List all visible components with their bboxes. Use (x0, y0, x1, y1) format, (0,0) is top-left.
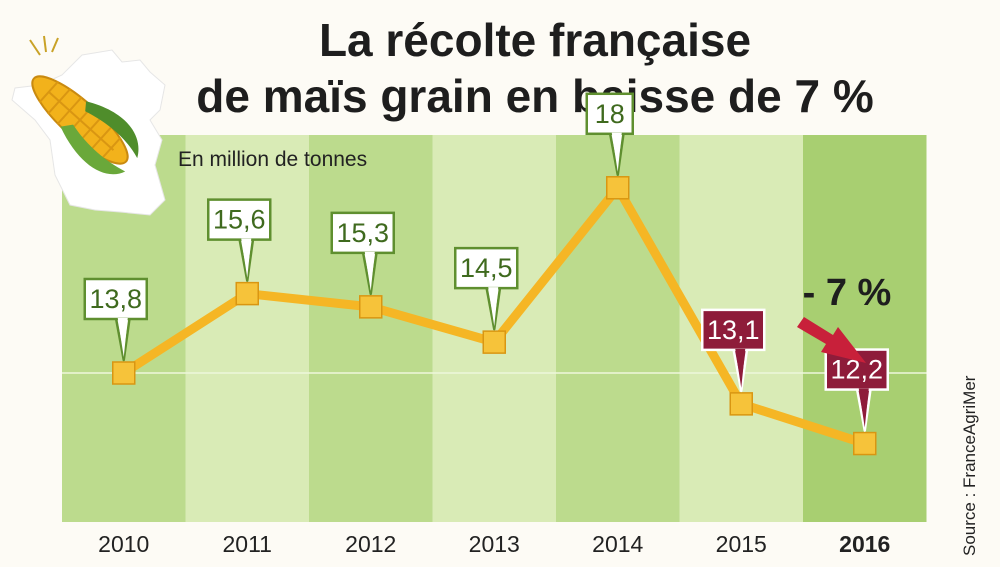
data-label: 12,2 (824, 348, 889, 432)
data-labels: 13,8 15,6 15,3 14,5 18 13,1 12,2 (83, 92, 889, 432)
x-tick-label: 2012 (345, 531, 396, 557)
x-tick-label: 2015 (716, 531, 767, 557)
data-markers (112, 176, 877, 456)
data-label: 13,8 (83, 277, 148, 362)
data-point (235, 281, 259, 306)
title-line-2: de maïs grain en baisse de 7 % (196, 70, 874, 122)
data-point (482, 330, 506, 354)
data-point (112, 361, 136, 385)
data-point (729, 392, 753, 416)
data-point (606, 176, 630, 200)
data-label-text: 13,8 (89, 284, 142, 314)
data-label: 13,1 (701, 308, 766, 393)
data-point (359, 295, 383, 319)
source-label: Source : FranceAgriMer (960, 375, 979, 556)
down-arrow-icon (797, 317, 866, 363)
change-annotation: - 7 % (803, 272, 892, 314)
chart-title: La récolte française de maïs grain en ba… (196, 14, 874, 122)
background-band (185, 135, 309, 522)
data-point (853, 431, 877, 456)
data-label: 15,6 (207, 198, 272, 282)
x-tick-label: 2014 (592, 531, 643, 557)
data-label-text: 13,1 (707, 315, 760, 345)
data-label: 18 (585, 92, 634, 177)
x-tick-label: 2010 (98, 531, 149, 557)
x-tick-label: 2013 (469, 531, 520, 557)
x-tick-label: 2016 (839, 531, 890, 557)
x-tick-label: 2011 (223, 531, 272, 557)
data-label-text: 15,6 (213, 205, 266, 235)
data-label-text: 14,5 (460, 253, 513, 283)
x-axis-tick-labels: 2010 2011 2012 2013 2014 2015 2016 (98, 531, 890, 557)
data-label: 14,5 (454, 246, 519, 331)
data-label-text: 15,3 (336, 218, 389, 248)
background-band (309, 135, 433, 522)
data-label: 15,3 (330, 211, 395, 296)
data-label-text: 18 (595, 99, 625, 129)
corn-cob-on-france-map-icon (11, 35, 166, 216)
background-band (803, 135, 927, 522)
unit-label: En million de tonnes (178, 148, 367, 171)
title-line-1: La récolte française (319, 14, 751, 66)
